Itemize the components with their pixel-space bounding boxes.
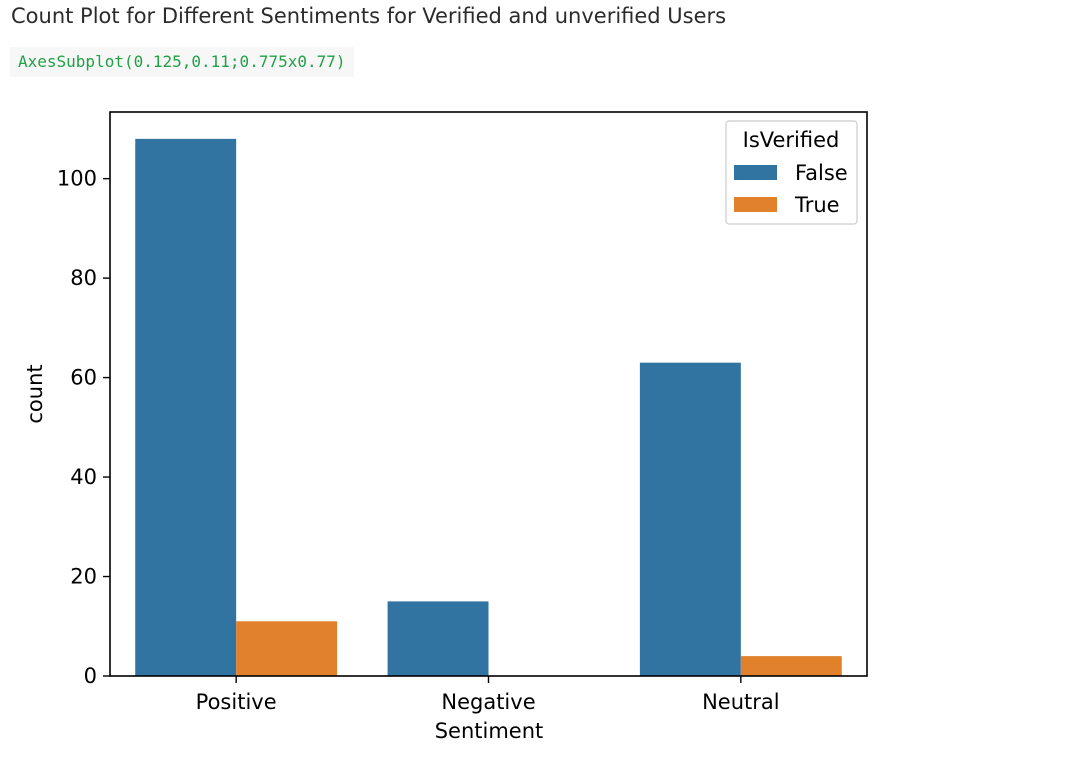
y-tick-label: 40 <box>70 465 97 489</box>
y-tick-label: 80 <box>70 266 97 290</box>
legend-label-false: False <box>795 161 848 185</box>
y-tick-label: 60 <box>70 366 97 390</box>
legend-title: IsVerified <box>743 128 840 152</box>
cell-output-text: AxesSubplot(0.125,0.11;0.775x0.77) <box>10 47 354 77</box>
legend-swatch-true <box>734 197 777 212</box>
x-tick-label-negative: Negative <box>441 690 535 714</box>
bar-positive-true <box>236 621 338 676</box>
bar-negative-false <box>387 601 489 676</box>
bars-group <box>135 138 842 676</box>
x-tick-label-neutral: Neutral <box>702 690 780 714</box>
y-tick-label: 0 <box>84 664 97 688</box>
legend-label-true: True <box>794 193 840 217</box>
legend-swatch-false <box>734 165 777 180</box>
bar-neutral-true <box>740 656 842 676</box>
x-tick-label-positive: Positive <box>196 690 277 714</box>
cell-heading: Count Plot for Different Sentiments for … <box>11 4 727 28</box>
bar-positive-false <box>135 138 237 676</box>
bar-neutral-false <box>639 362 741 676</box>
x-axis-ticks: Positive Negative Neutral <box>196 676 780 714</box>
y-axis-ticks: 0 20 40 60 80 100 <box>57 167 110 688</box>
x-axis-label: Sentiment <box>435 719 544 743</box>
y-tick-label: 20 <box>70 565 97 589</box>
legend: IsVerified False True <box>725 120 858 225</box>
y-tick-label: 100 <box>57 167 97 191</box>
y-axis-label: count <box>23 364 47 423</box>
